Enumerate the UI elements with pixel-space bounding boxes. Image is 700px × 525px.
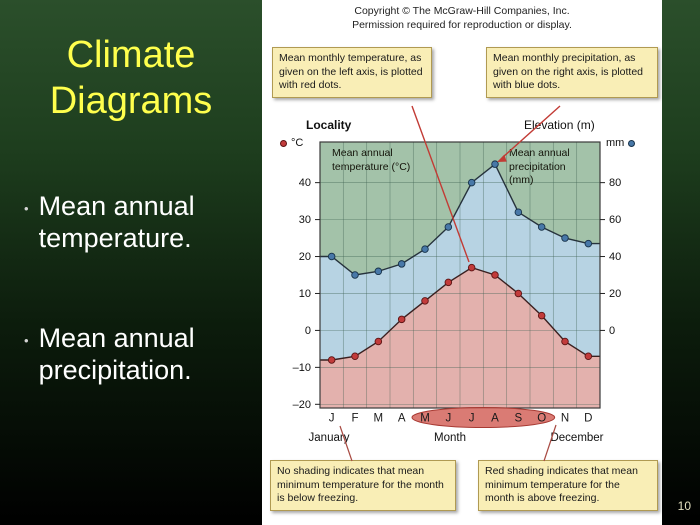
copyright-notice: Copyright © The McGraw-Hill Companies, I… bbox=[262, 5, 662, 32]
temperature-point bbox=[537, 311, 546, 320]
left-axis-unit: °C bbox=[280, 137, 303, 149]
month-axis-label: Month bbox=[434, 432, 466, 444]
blue-dot-icon bbox=[628, 139, 636, 147]
temperature-point bbox=[491, 271, 499, 279]
precipitation-point bbox=[351, 271, 359, 279]
left-tick-label: –20 bbox=[293, 399, 311, 411]
precipitation-point bbox=[397, 260, 406, 268]
temperature-point bbox=[351, 352, 359, 361]
locality-label: Locality bbox=[306, 118, 352, 132]
month-label: D bbox=[584, 413, 592, 425]
temperature-point bbox=[397, 315, 406, 324]
precipitation-point bbox=[514, 208, 523, 216]
bullet-icon: • bbox=[24, 201, 29, 216]
left-tick-label: 10 bbox=[299, 288, 311, 300]
precipitation-point bbox=[421, 245, 429, 253]
december-label: December bbox=[550, 432, 604, 444]
precipitation-point bbox=[584, 239, 593, 248]
bullet-text: Mean annual temperature. bbox=[38, 191, 195, 254]
page-number: 10 bbox=[677, 499, 691, 513]
month-label: O bbox=[537, 413, 546, 425]
month-label: A bbox=[491, 413, 499, 425]
list-item: • Mean annual precipitation. bbox=[24, 322, 246, 387]
left-tick-label: 0 bbox=[305, 325, 311, 337]
january-label: January bbox=[308, 432, 350, 444]
precipitation-point bbox=[467, 178, 476, 187]
page-title: Climate Diagrams bbox=[0, 32, 262, 125]
right-tick-label: 40 bbox=[609, 251, 621, 263]
right-tick-label: 0 bbox=[609, 325, 615, 337]
month-label: M bbox=[420, 413, 430, 425]
figure-panel: Copyright © The McGraw-Hill Companies, I… bbox=[262, 0, 662, 525]
temperature-point bbox=[514, 289, 523, 298]
left-panel: Climate Diagrams • Mean annual temperatu… bbox=[0, 0, 262, 525]
temperature-point bbox=[374, 337, 383, 346]
month-label: F bbox=[351, 413, 358, 425]
left-tick-label: 30 bbox=[299, 214, 311, 226]
page-title-line2: Diagrams bbox=[49, 80, 213, 123]
month-label: J bbox=[469, 413, 475, 425]
callout-temperature: Mean monthly temperature, as given on th… bbox=[272, 47, 432, 98]
left-tick-label: –10 bbox=[293, 362, 311, 374]
callout-precipitation: Mean monthly precipitation, as given on … bbox=[486, 47, 658, 98]
right-tick-label: 80 bbox=[609, 177, 621, 189]
bullet-icon: • bbox=[24, 333, 29, 348]
temperature-point bbox=[421, 297, 429, 305]
month-label: S bbox=[514, 413, 522, 425]
mean-annual-temperature-label: Mean annual temperature (°C) bbox=[332, 147, 411, 173]
bullet-text: Mean annual precipitation. bbox=[38, 323, 195, 386]
precipitation-point bbox=[561, 234, 569, 242]
precipitation-point bbox=[374, 267, 383, 276]
right-axis-unit: mm bbox=[606, 137, 636, 149]
above-freezing-oval bbox=[411, 407, 556, 428]
page-title-line1: Climate bbox=[66, 34, 196, 76]
precipitation-point bbox=[537, 223, 546, 231]
precipitation-point bbox=[327, 252, 336, 261]
temperature-point bbox=[467, 263, 476, 272]
temperature-point bbox=[584, 352, 593, 361]
month-label: M bbox=[374, 413, 384, 425]
precipitation-point bbox=[444, 223, 453, 231]
left-tick-label: 20 bbox=[299, 251, 311, 263]
temperature-point bbox=[444, 278, 453, 287]
right-tick-label: 20 bbox=[609, 288, 621, 300]
left-unit-label: °C bbox=[291, 137, 304, 149]
callout-red-shading: Red shading indicates that mean minimum … bbox=[478, 460, 658, 511]
copyright-line2: Permission required for reproduction or … bbox=[352, 18, 572, 31]
month-label: J bbox=[445, 413, 451, 425]
precipitation-point bbox=[491, 160, 499, 168]
temperature-curve bbox=[320, 266, 600, 361]
list-item: • Mean annual temperature. bbox=[24, 190, 246, 255]
right-unit-label: mm bbox=[606, 137, 625, 149]
right-tick-label: 60 bbox=[609, 214, 621, 226]
temperature-point bbox=[561, 337, 569, 346]
climate-chart: 40 30 20 10 0 –10 –20 80 60 40 20 0 J F M A M J J A S O N D bbox=[293, 141, 621, 428]
month-label: A bbox=[398, 413, 406, 425]
copyright-line1: Copyright © The McGraw-Hill Companies, I… bbox=[354, 5, 570, 17]
left-tick-label: 40 bbox=[299, 177, 311, 189]
mean-annual-precipitation-label: Mean annual precipitation (mm) bbox=[509, 147, 570, 187]
red-dot-icon bbox=[280, 139, 287, 147]
month-label: J bbox=[329, 413, 335, 425]
elevation-label: Elevation (m) bbox=[524, 118, 595, 132]
month-label: N bbox=[561, 413, 569, 425]
temperature-point bbox=[327, 356, 336, 364]
callout-no-shading: No shading indicates that mean minimum t… bbox=[270, 460, 456, 511]
